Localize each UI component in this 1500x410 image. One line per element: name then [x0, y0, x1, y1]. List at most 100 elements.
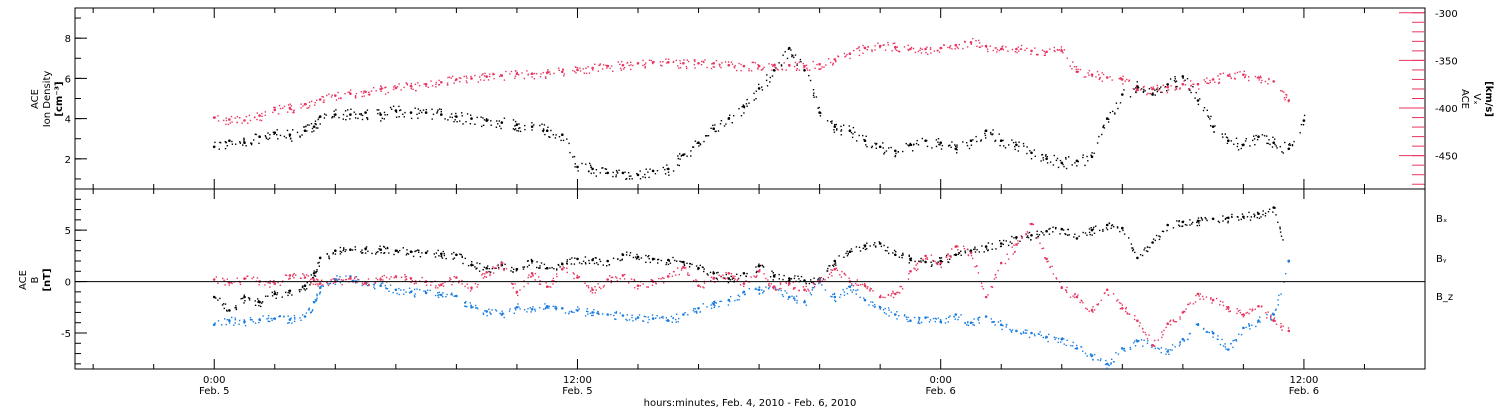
b1-sample: [719, 300, 721, 303]
b1-sample: [1093, 353, 1096, 356]
b1-sample: [593, 311, 595, 314]
b0-sample: [414, 250, 416, 253]
b2-sample: [354, 276, 356, 278]
ion-density-point: [848, 129, 852, 132]
b1-sample: [619, 312, 621, 314]
ion-density-sample: [1279, 146, 1281, 148]
vx-sample: [763, 66, 765, 69]
ion-density-sample: [519, 127, 521, 129]
b0-sample: [864, 248, 867, 251]
vx-sample: [326, 94, 328, 97]
ion-density-sample: [456, 121, 458, 123]
b2-sample: [552, 277, 555, 280]
vx-sample: [628, 64, 630, 67]
vx-sample: [368, 91, 370, 93]
b2-sample: [824, 279, 826, 281]
b0-sample: [835, 264, 837, 266]
b0-sample: [683, 263, 685, 265]
b1-sample: [464, 305, 466, 307]
ion-density-sample: [331, 116, 334, 118]
ion-density-sample: [542, 128, 545, 130]
b2-sample: [337, 278, 340, 280]
b2-sample: [1261, 305, 1263, 307]
b0-sample: [443, 254, 446, 257]
vx-sample: [1283, 97, 1286, 99]
ion-density-sample: [366, 117, 369, 119]
b0-sample: [515, 270, 518, 272]
vx-sample: [225, 119, 228, 122]
vx-sample: [308, 101, 311, 103]
vx-sample: [328, 93, 330, 95]
b1-sample: [1179, 343, 1181, 345]
vx-sample: [996, 51, 998, 53]
vx-point: [1287, 99, 1291, 102]
b2-sample: [695, 279, 697, 281]
b2-sample: [489, 274, 491, 277]
b0-sample: [910, 259, 913, 262]
vx-sample: [892, 42, 894, 45]
b1-sample: [334, 283, 337, 286]
b2-sample: [813, 286, 816, 288]
b2-sample: [759, 269, 761, 271]
b1-sample: [1038, 333, 1040, 336]
b2-sample: [444, 281, 446, 283]
b0-sample: [222, 303, 225, 305]
b0-point: [1121, 226, 1124, 230]
b2-sample: [295, 274, 297, 276]
b0-sample: [999, 240, 1001, 242]
ion-density-sample: [755, 90, 757, 92]
vx-sample: [515, 70, 517, 72]
b0-sample: [248, 297, 251, 300]
b1-sample: [501, 312, 504, 314]
vx-sample: [1111, 79, 1113, 81]
ion-density-sample: [572, 156, 574, 158]
b2-sample: [1161, 336, 1163, 339]
b1-sample: [251, 319, 253, 321]
b1-sample: [1065, 344, 1067, 347]
b0-sample: [805, 282, 807, 285]
ion-density-sample: [474, 123, 476, 125]
b2-sample: [794, 287, 796, 289]
ion-density-sample: [1062, 163, 1064, 166]
b0-sample: [1231, 216, 1233, 218]
b2-sample: [819, 278, 821, 280]
ion-density-sample: [1175, 85, 1177, 88]
b1-sample: [927, 316, 929, 318]
b2-sample: [1013, 251, 1016, 253]
vx-sample: [937, 49, 939, 52]
b2-point: [1075, 295, 1079, 299]
ion-density-sample: [417, 108, 419, 110]
ion-density-sample: [862, 134, 864, 137]
b0-sample: [937, 261, 939, 263]
top-right-tick-label: -300: [1435, 9, 1458, 20]
b2-sample: [410, 281, 412, 283]
vx-sample: [1020, 48, 1022, 50]
b0-sample: [1011, 242, 1013, 245]
vx-sample: [1280, 90, 1282, 92]
ion-density-sample: [355, 113, 357, 115]
b1-sample: [786, 292, 788, 294]
b0-sample: [243, 294, 245, 296]
b1-sample: [1135, 339, 1138, 341]
ion-density-point: [470, 117, 473, 120]
b1-sample: [598, 313, 600, 315]
ion-density-sample: [496, 120, 498, 122]
b1-sample: [1040, 334, 1042, 337]
b1-sample: [1187, 338, 1189, 341]
b1-sample: [465, 305, 467, 308]
b1-sample: [1278, 294, 1280, 297]
b2-sample: [892, 292, 894, 294]
b0-sample: [588, 259, 590, 262]
b2-point: [788, 282, 791, 285]
ion-density-sample: [353, 111, 355, 113]
ion-density-sample: [1303, 114, 1306, 117]
b1-sample: [1084, 352, 1087, 355]
b0-sample: [434, 256, 437, 258]
ion-density-point: [409, 111, 413, 114]
b2-point: [1227, 306, 1230, 309]
vx-sample: [514, 75, 517, 77]
ion-density-sample: [1252, 139, 1254, 142]
b0-sample: [1179, 225, 1181, 227]
b1-sample: [1082, 350, 1084, 352]
b0-sample: [772, 272, 774, 274]
